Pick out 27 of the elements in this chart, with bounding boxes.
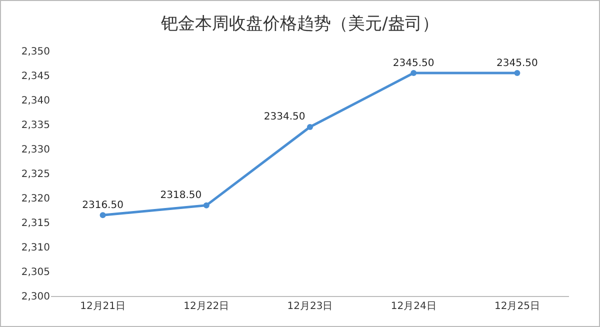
y-tick-label: 2,320 — [21, 194, 50, 204]
y-tick-label: 2,305 — [21, 267, 50, 278]
y-tick-label: 2,310 — [21, 242, 50, 254]
chart-title: 钯金本周收盘价格趋势（美元/盎司） — [160, 14, 439, 34]
data-label: 2334.50 — [264, 112, 306, 123]
x-tick-label: 12月22日 — [184, 301, 230, 312]
y-tick-label: 2,340 — [21, 96, 50, 106]
point — [100, 212, 106, 218]
point — [307, 124, 313, 130]
y-tick-label: 2,300 — [21, 292, 50, 302]
point — [203, 202, 210, 208]
y-tick-label: 2,315 — [21, 218, 50, 229]
x-tick-label: 12月24日 — [390, 301, 436, 312]
x-tick-label: 12月25日 — [494, 301, 540, 312]
data-label: 2345.50 — [392, 58, 434, 69]
y-tick-label: 2,325 — [21, 169, 50, 180]
y-tick-label: 2,335 — [21, 120, 50, 131]
x-tick-label: 12月23日 — [287, 301, 333, 312]
data-label: 2345.50 — [496, 58, 538, 69]
point — [514, 70, 520, 76]
data-label: 2316.50 — [82, 200, 124, 211]
x-tick-label: 12月21日 — [80, 301, 126, 312]
point — [410, 70, 417, 76]
data-label: 2318.50 — [160, 190, 202, 202]
y-tick-label: 2,350 — [21, 46, 50, 58]
y-tick-label: 2,330 — [21, 144, 50, 156]
y-tick-label: 2,345 — [21, 71, 50, 82]
